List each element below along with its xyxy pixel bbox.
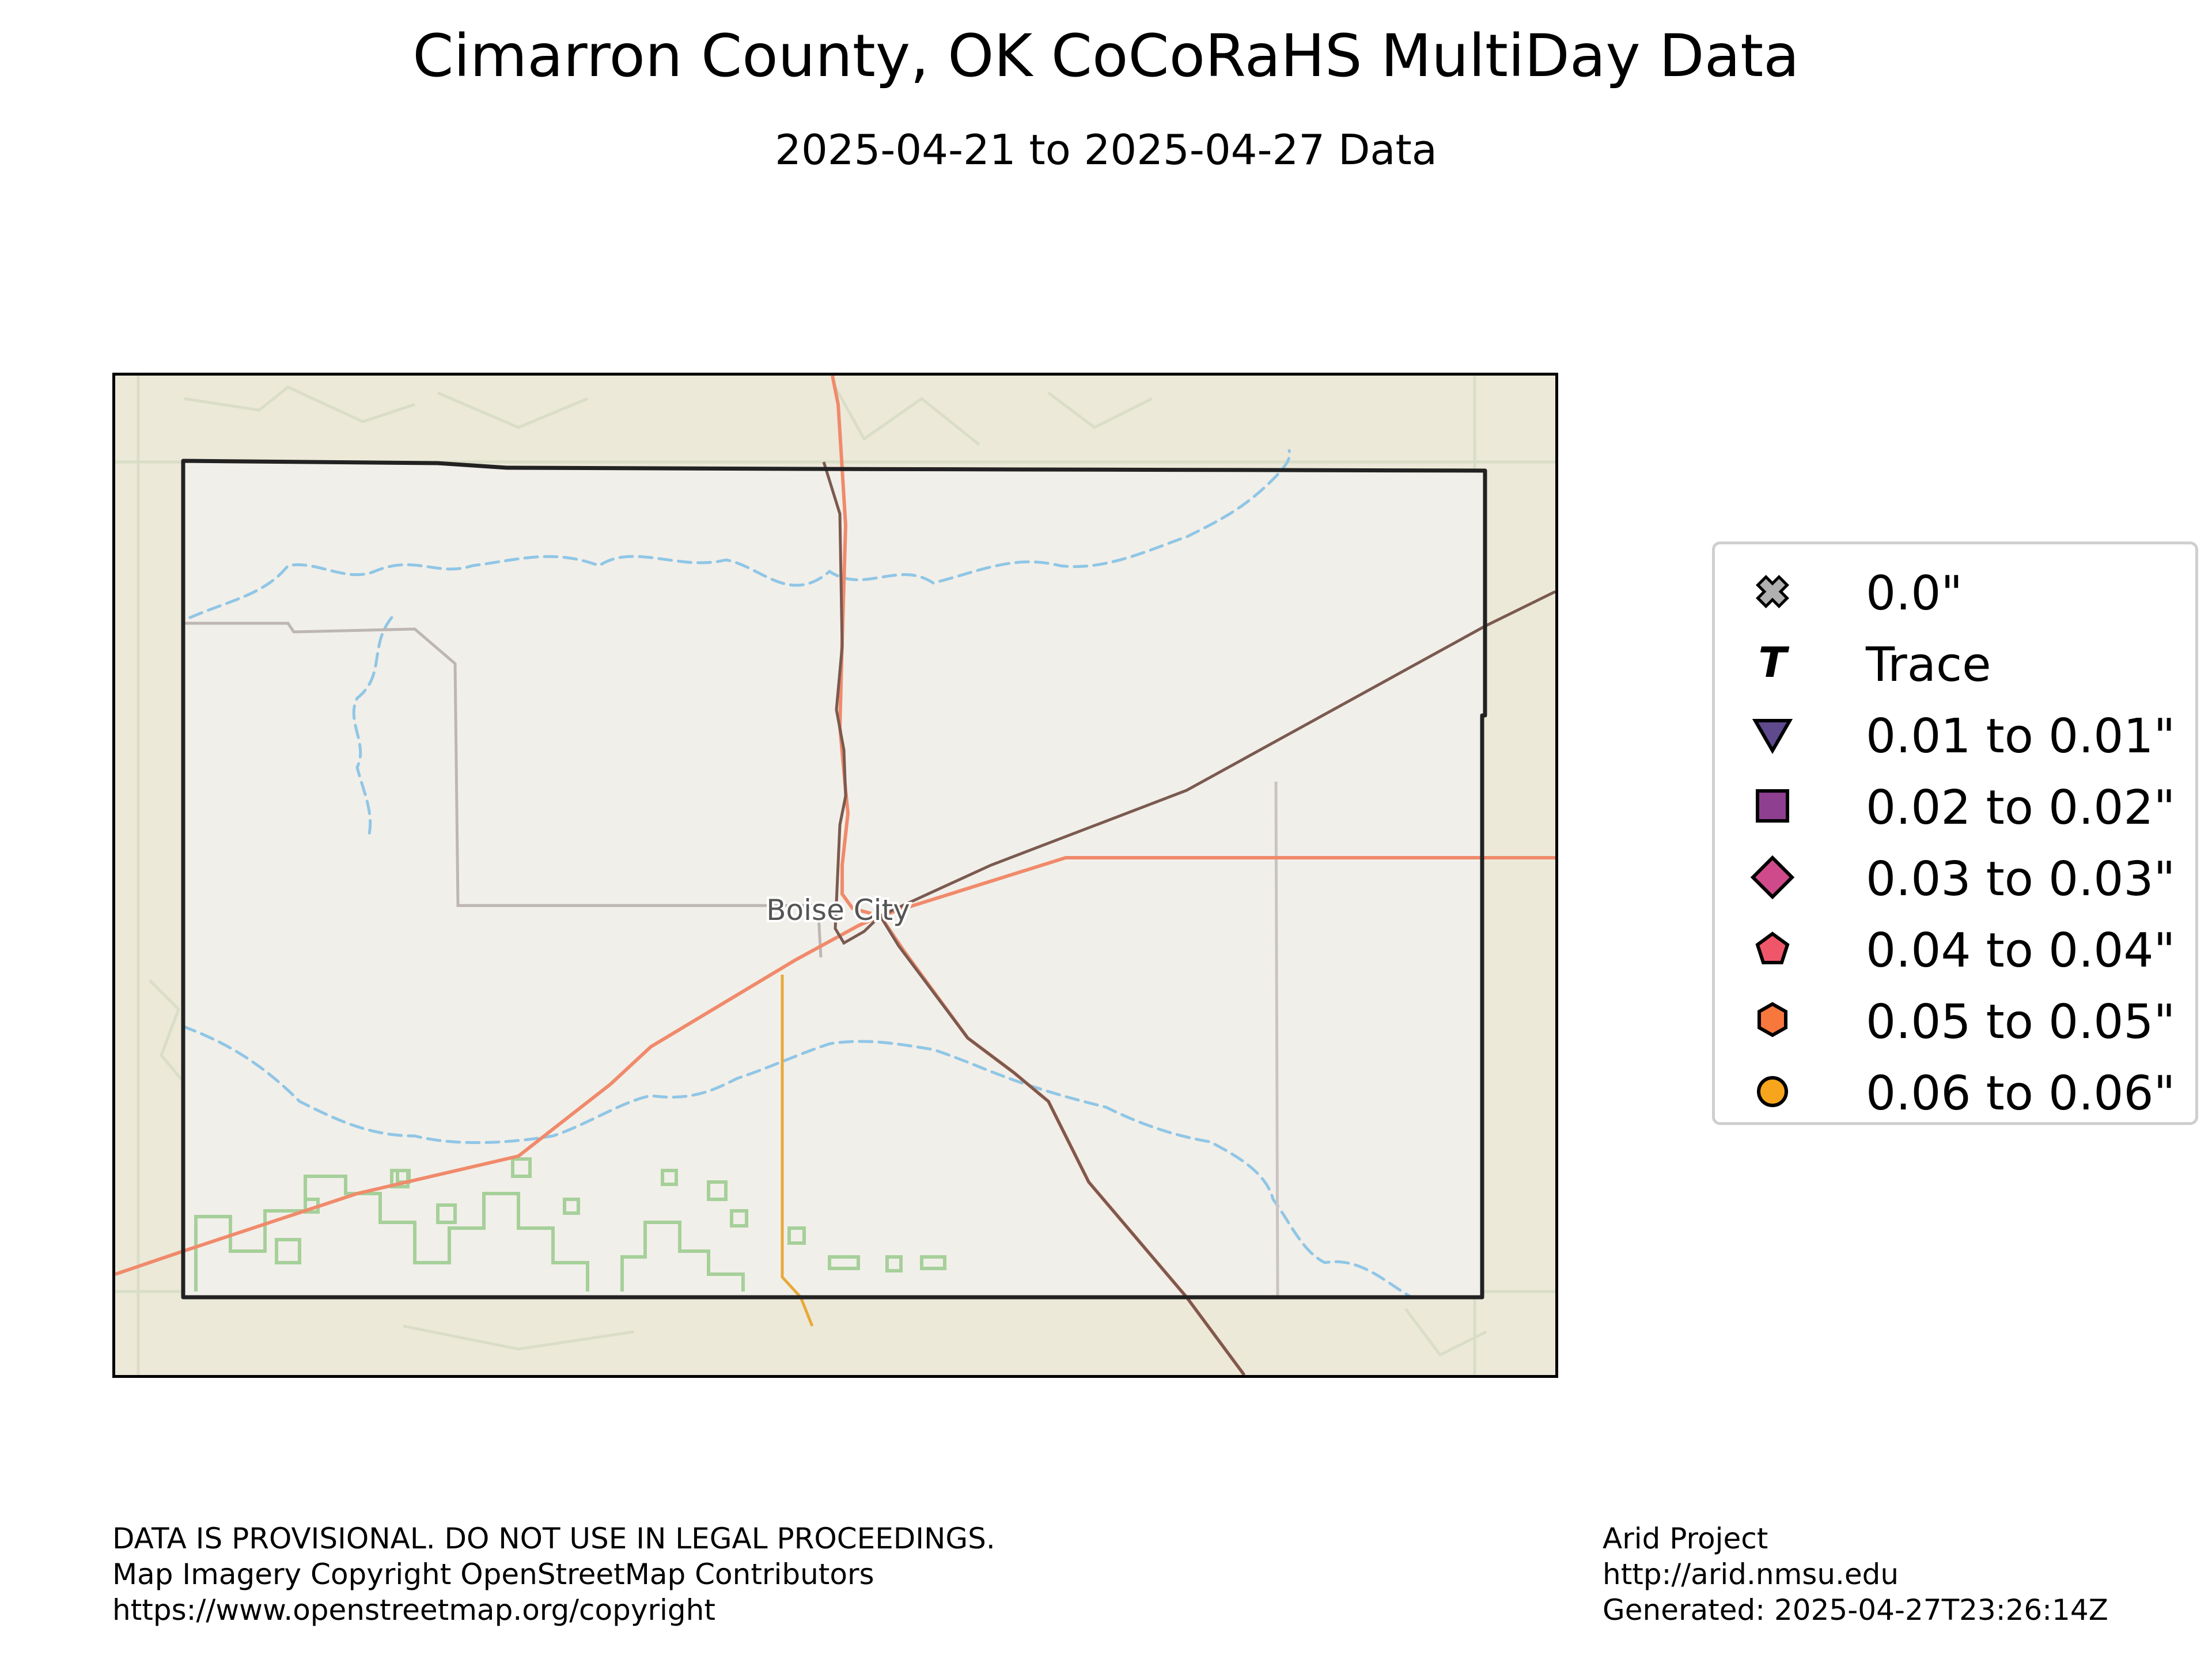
legend-item: 0.01 to 0.01" — [1715, 699, 2199, 770]
map-title: Cimarron County, OK CoCoRaHS MultiDay Da… — [412, 22, 1800, 90]
footer-credits: Arid Project http://arid.nmsu.edu Genera… — [1603, 1521, 2108, 1628]
railroads — [822, 461, 1555, 1375]
legend-label: 0.02 to 0.02" — [1866, 781, 2176, 835]
legend-item: T Trace — [1715, 627, 2199, 699]
copyright-link[interactable]: https://www.openstreetmap.org/copyright — [112, 1593, 715, 1627]
basemap: Boise City — [115, 376, 1555, 1375]
project-link[interactable]: http://arid.nmsu.edu — [1603, 1558, 1899, 1591]
square-icon — [1756, 789, 1789, 823]
legend-item: 0.03 to 0.03" — [1715, 842, 2199, 913]
grassland-patches — [194, 1157, 946, 1291]
legend-item: 0.06 to 0.06" — [1715, 1056, 2199, 1127]
legend-label: 0.05 to 0.05" — [1866, 995, 2176, 1050]
county-area — [183, 461, 1485, 1297]
svg-text:T: T — [1758, 640, 1789, 686]
legend-item: 0.02 to 0.02" — [1715, 770, 2199, 842]
legend-item: 0.04 to 0.04" — [1715, 913, 2199, 984]
streams — [181, 449, 1413, 1299]
county-boundary — [181, 459, 1487, 1300]
legend-label: 0.06 to 0.06" — [1866, 1066, 2176, 1121]
city-label: Boise City — [766, 893, 910, 927]
pentagon-icon — [1755, 931, 1790, 964]
x-marker-icon — [1756, 575, 1789, 608]
generated-timestamp: Generated: 2025-04-27T23:26:14Z — [1603, 1593, 2108, 1627]
legend-item: 0.05 to 0.05" — [1715, 984, 2199, 1056]
footer-disclaimer: DATA IS PROVISIONAL. DO NOT USE IN LEGAL… — [112, 1521, 995, 1628]
legend-label: 0.04 to 0.04" — [1866, 923, 2176, 978]
map-subtitle: 2025-04-21 to 2025-04-27 Data — [775, 126, 1437, 174]
gray-road-east — [1274, 781, 1279, 1298]
triangle-down-icon — [1752, 719, 1793, 755]
legend-item: 0.0" — [1715, 556, 2199, 627]
map-panel[interactable]: Boise City — [112, 373, 1558, 1378]
map-copyright-text: Map Imagery Copyright OpenStreetMap Cont… — [112, 1558, 874, 1591]
diamond-icon — [1750, 855, 1795, 900]
trace-t-icon: T — [1758, 640, 1789, 686]
legend-label: Trace — [1866, 638, 1991, 692]
gray-road — [183, 622, 823, 958]
secondary-road — [781, 975, 814, 1327]
circle-icon — [1757, 1076, 1788, 1107]
legend-label: 0.03 to 0.03" — [1866, 852, 2176, 907]
legend-label: 0.01 to 0.01" — [1866, 709, 2176, 764]
disclaimer-text: DATA IS PROVISIONAL. DO NOT USE IN LEGAL… — [112, 1522, 995, 1555]
project-name: Arid Project — [1603, 1522, 1768, 1555]
legend-label: 0.0" — [1866, 566, 1963, 621]
map-legend: 0.0" T Trace 0.01 to 0.01" 0.02 to 0.02"… — [1712, 541, 2198, 1125]
hexagon-icon — [1758, 1002, 1787, 1037]
